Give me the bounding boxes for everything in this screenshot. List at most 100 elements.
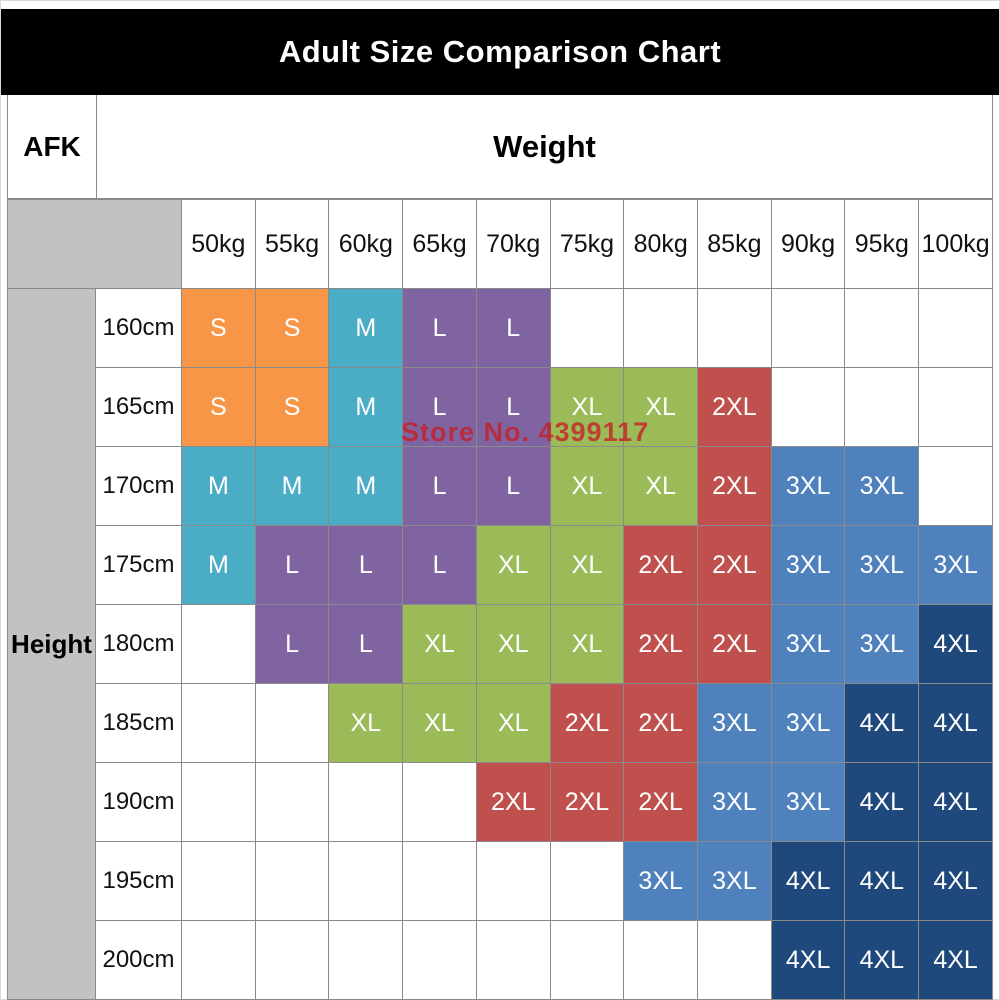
- size-cell: XL: [475, 683, 551, 763]
- size-cell: L: [402, 367, 477, 447]
- size-cell: 4XL: [770, 841, 846, 921]
- empty-cell: [402, 841, 477, 921]
- height-row-header: 175cm: [95, 525, 182, 605]
- empty-cell: [697, 288, 772, 368]
- size-cell: 2XL: [697, 446, 772, 526]
- size-cell: XL: [475, 525, 551, 605]
- weight-header-cell: 100kg: [918, 199, 993, 289]
- empty-cell: [918, 367, 993, 447]
- size-cell: 3XL: [623, 841, 699, 921]
- size-cell: S: [254, 367, 330, 447]
- afk-label: AFK: [8, 95, 97, 198]
- empty-cell: [623, 920, 699, 1000]
- size-cell: M: [181, 525, 256, 605]
- size-cell: 2XL: [475, 762, 551, 842]
- size-chart-table: 50kg 55kg 60kg 65kg 70kg 75kg 80kg 85kg 90kg 95kg…: [7, 199, 993, 1000]
- empty-cell: [254, 920, 330, 1000]
- height-row-header: 200cm: [95, 920, 182, 1000]
- size-cell: 2XL: [623, 604, 699, 684]
- size-cell: L: [475, 446, 551, 526]
- table-row: 190cm 2XL 2XL 2XL 3XL 3XL 4XL 4XL: [8, 762, 993, 842]
- size-cell: 3XL: [697, 683, 772, 763]
- size-cell: L: [402, 446, 477, 526]
- size-cell: XL: [402, 683, 477, 763]
- empty-cell: [181, 920, 256, 1000]
- size-cell: 2XL: [623, 762, 699, 842]
- empty-cell: [475, 920, 551, 1000]
- weight-header-row: 50kg 55kg 60kg 65kg 70kg 75kg 80kg 85kg 90kg 95kg…: [7, 199, 993, 289]
- size-cell: 4XL: [844, 841, 920, 921]
- size-cell: M: [328, 446, 404, 526]
- size-cell: 3XL: [770, 683, 846, 763]
- empty-cell: [328, 762, 404, 842]
- height-axis-label: Height: [7, 288, 96, 1000]
- size-cell: S: [254, 288, 330, 368]
- weight-header-cell: 50kg: [181, 199, 256, 289]
- table-row: 165cm S S M L L XL XL 2XL: [8, 367, 993, 447]
- empty-cell: [918, 446, 993, 526]
- size-cell: 3XL: [770, 604, 846, 684]
- empty-cell: [254, 683, 330, 763]
- size-cell: 3XL: [770, 446, 846, 526]
- size-cell: 3XL: [844, 446, 920, 526]
- size-cell: 4XL: [918, 841, 993, 921]
- size-cell: L: [328, 525, 404, 605]
- weight-axis-header-row: AFK Weight: [7, 95, 993, 199]
- weight-header-cell: 55kg: [254, 199, 330, 289]
- size-cell: 4XL: [844, 920, 920, 1000]
- table-row: 175cm M L L L XL XL 2XL 2XL 3XL 3XL 3XL: [8, 525, 993, 605]
- height-row-header: 195cm: [95, 841, 182, 921]
- table-row: 180cm L L XL XL XL 2XL 2XL 3XL 3XL 4XL: [8, 604, 993, 684]
- size-cell: 4XL: [918, 920, 993, 1000]
- size-cell: M: [181, 446, 256, 526]
- empty-cell: [844, 367, 920, 447]
- size-cell: 4XL: [844, 762, 920, 842]
- empty-cell: [697, 920, 772, 1000]
- size-cell: 2XL: [697, 525, 772, 605]
- empty-cell: [623, 288, 699, 368]
- empty-cell: [402, 762, 477, 842]
- size-cell: 2XL: [549, 762, 625, 842]
- weight-header-cell: 95kg: [844, 199, 920, 289]
- weight-header-cell: 80kg: [623, 199, 699, 289]
- height-row-header: 180cm: [95, 604, 182, 684]
- size-cell: 3XL: [697, 841, 772, 921]
- size-cell: 2XL: [697, 367, 772, 447]
- size-cell: 4XL: [918, 604, 993, 684]
- size-cell: 3XL: [770, 525, 846, 605]
- title-bar: Adult Size Comparison Chart: [1, 9, 999, 95]
- size-cell: L: [402, 525, 477, 605]
- table-row: 200cm 4XL 4XL 4XL: [8, 920, 993, 1000]
- weight-header-cell: 85kg: [697, 199, 772, 289]
- weight-header-cell: 70kg: [475, 199, 551, 289]
- page-title: Adult Size Comparison Chart: [278, 34, 722, 69]
- size-cell: L: [254, 604, 330, 684]
- empty-cell: [254, 841, 330, 921]
- size-cell: 4XL: [844, 683, 920, 763]
- empty-cell: [328, 841, 404, 921]
- size-cell: S: [181, 367, 256, 447]
- empty-cell: [475, 841, 551, 921]
- table-row: 195cm 3XL 3XL 4XL 4XL 4XL: [8, 841, 993, 921]
- size-cell: 3XL: [697, 762, 772, 842]
- size-cell: XL: [475, 604, 551, 684]
- size-cell: 4XL: [770, 920, 846, 1000]
- weight-axis-label: Weight: [493, 128, 596, 164]
- empty-cell: [770, 288, 846, 368]
- empty-cell: [181, 604, 256, 684]
- height-row-header: 170cm: [95, 446, 182, 526]
- empty-cell: [918, 288, 993, 368]
- weight-header-cell: 60kg: [328, 199, 404, 289]
- size-cell: XL: [549, 446, 625, 526]
- empty-cell: [181, 841, 256, 921]
- empty-cell: [181, 762, 256, 842]
- weight-header-cell: 90kg: [770, 199, 846, 289]
- table-row: 185cm XL XL XL 2XL 2XL 3XL 3XL 4XL 4XL: [8, 683, 993, 763]
- size-cell: L: [475, 367, 551, 447]
- empty-cell: [254, 762, 330, 842]
- size-cell: 2XL: [549, 683, 625, 763]
- size-cell: 2XL: [623, 683, 699, 763]
- corner-spacer: [7, 199, 182, 289]
- size-cell: 2XL: [623, 525, 699, 605]
- size-cell: XL: [549, 367, 625, 447]
